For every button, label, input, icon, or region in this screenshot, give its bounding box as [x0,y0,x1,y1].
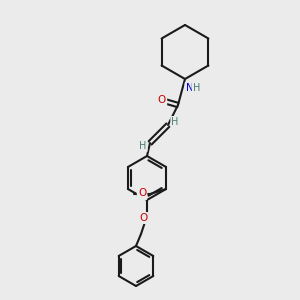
Text: N: N [186,83,194,93]
Text: H: H [139,141,147,151]
Text: O: O [158,95,166,105]
Text: H: H [193,83,200,93]
Text: O: O [138,189,146,199]
Text: O: O [138,188,146,198]
Text: H: H [171,117,179,127]
Text: O: O [139,213,147,223]
